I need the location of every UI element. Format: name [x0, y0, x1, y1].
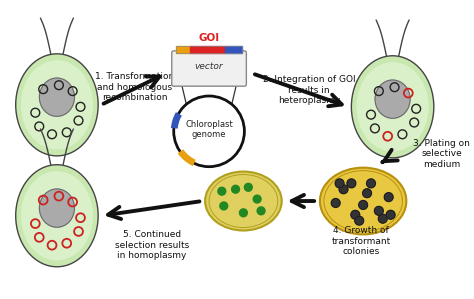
Circle shape — [331, 199, 340, 208]
Ellipse shape — [375, 80, 410, 118]
Ellipse shape — [320, 168, 406, 234]
Circle shape — [239, 209, 247, 217]
Ellipse shape — [356, 62, 428, 152]
Circle shape — [220, 202, 228, 210]
Circle shape — [245, 183, 252, 191]
Ellipse shape — [39, 189, 74, 227]
Text: 4. Growth of
transformant
colonies: 4. Growth of transformant colonies — [332, 226, 391, 256]
Bar — [176, 46, 191, 53]
Circle shape — [359, 201, 367, 209]
Text: 2. Integration of GOI
results in
heteroplasmy: 2. Integration of GOI results in heterop… — [263, 75, 356, 105]
Circle shape — [355, 216, 364, 225]
Circle shape — [366, 179, 375, 188]
Circle shape — [339, 185, 348, 194]
Circle shape — [257, 207, 265, 215]
Text: Chloroplast
genome: Chloroplast genome — [185, 120, 233, 139]
Circle shape — [347, 179, 356, 188]
Text: 1. Transformation
and homologous
recombination: 1. Transformation and homologous recombi… — [95, 72, 174, 102]
Ellipse shape — [21, 60, 93, 150]
Circle shape — [374, 206, 383, 215]
Wedge shape — [171, 112, 182, 129]
Circle shape — [363, 189, 372, 198]
Ellipse shape — [39, 78, 74, 116]
Ellipse shape — [21, 171, 93, 260]
Circle shape — [384, 193, 393, 202]
Circle shape — [378, 214, 387, 223]
Text: vector: vector — [195, 62, 223, 71]
Ellipse shape — [16, 54, 98, 156]
Circle shape — [386, 210, 395, 219]
Bar — [191, 46, 225, 53]
Circle shape — [218, 187, 226, 195]
Circle shape — [351, 210, 360, 219]
Bar — [225, 46, 242, 53]
Wedge shape — [178, 150, 196, 166]
Text: GOI: GOI — [199, 33, 219, 43]
FancyBboxPatch shape — [172, 51, 246, 86]
Text: 3. Plating on
selective
medium: 3. Plating on selective medium — [413, 139, 470, 169]
Circle shape — [232, 185, 239, 193]
Circle shape — [335, 179, 344, 188]
Ellipse shape — [205, 172, 282, 231]
Ellipse shape — [16, 165, 98, 267]
Circle shape — [253, 195, 261, 203]
Text: 5. Continued
selection results
in homoplasmy: 5. Continued selection results in homopl… — [115, 230, 189, 260]
Ellipse shape — [351, 56, 434, 158]
Bar — [176, 46, 242, 53]
